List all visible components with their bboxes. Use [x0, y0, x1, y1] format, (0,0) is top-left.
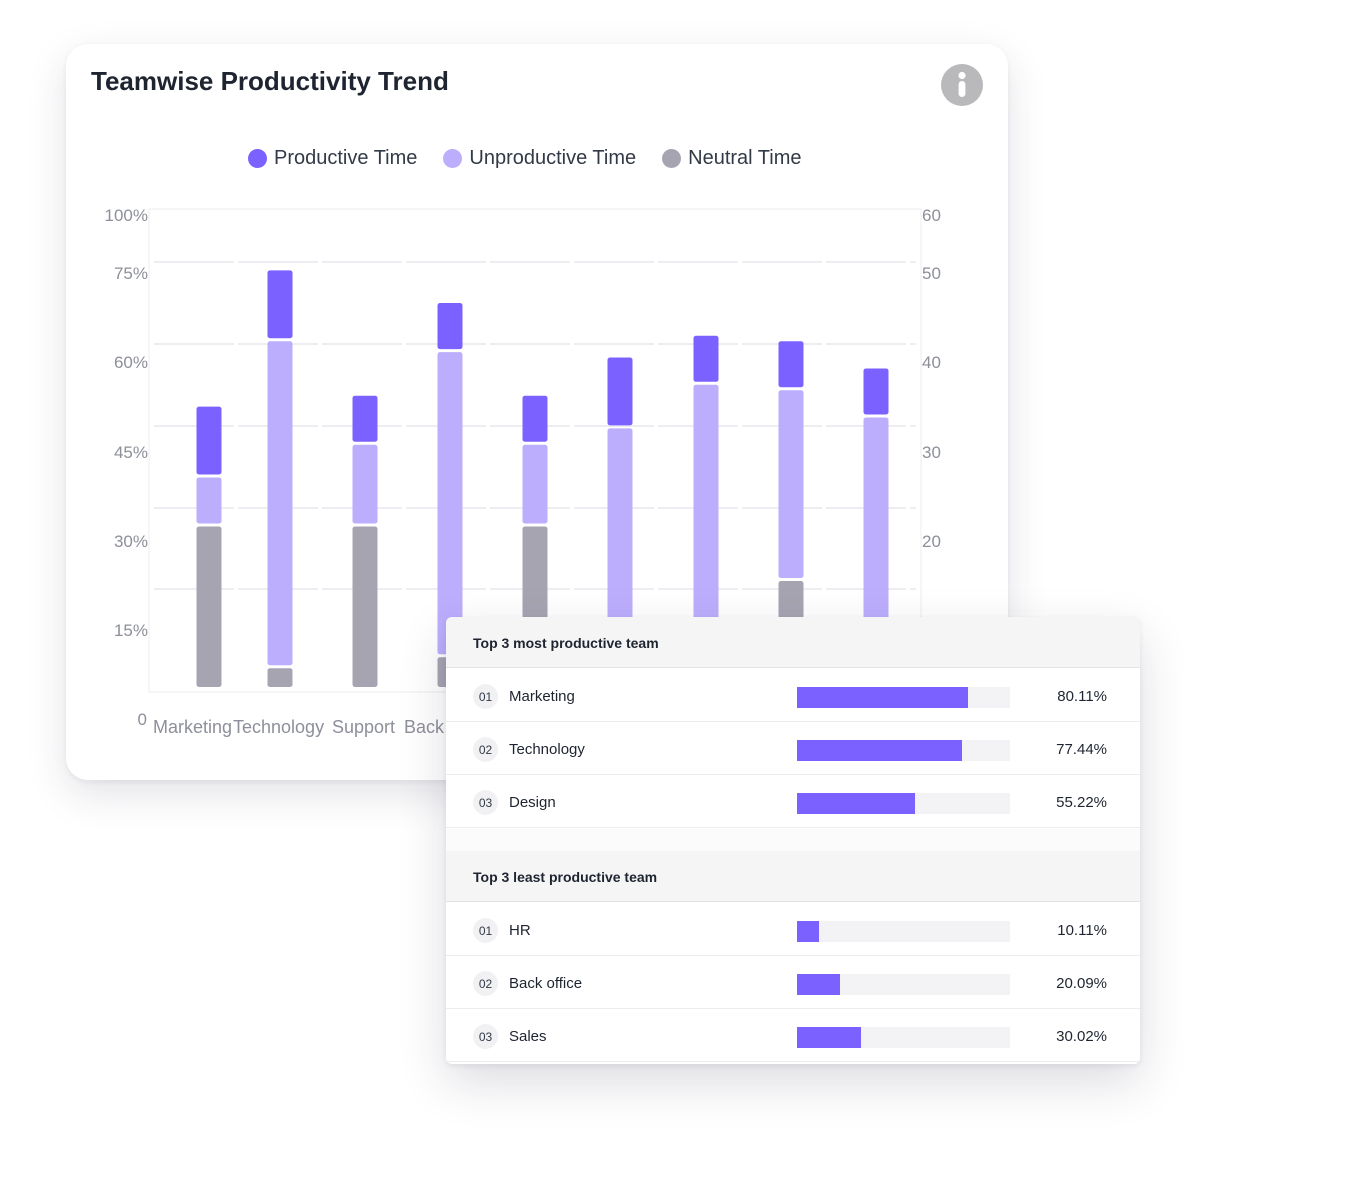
- team-row[interactable]: 01 Marketing 80.11%: [446, 669, 1140, 722]
- chart-legend: Productive Time Unproductive Time Neutra…: [248, 146, 802, 170]
- team-row[interactable]: 02 Back office 20.09%: [446, 956, 1140, 1009]
- team-row[interactable]: 03 Sales 30.02%: [446, 1009, 1140, 1062]
- y-axis-left-tick: 75%: [114, 264, 148, 283]
- team-percentage: 20.09%: [1056, 975, 1107, 992]
- x-axis-label: Support: [332, 717, 395, 737]
- x-axis-label: Technology: [233, 717, 324, 737]
- rank-badge: 01: [473, 918, 498, 943]
- y-axis-left-tick: 100%: [105, 206, 148, 225]
- team-name: Sales: [509, 1028, 547, 1045]
- team-row[interactable]: 03 Design 55.22%: [446, 775, 1140, 828]
- legend-label: Neutral Time: [688, 146, 802, 169]
- bar-productive-time: [437, 303, 463, 350]
- rank-badge: 02: [473, 737, 498, 762]
- progress-track: [797, 921, 1010, 942]
- progress-fill: [797, 974, 840, 995]
- legend-label: Productive Time: [274, 146, 418, 169]
- progress-fill: [797, 921, 819, 942]
- legend-item-unproductive[interactable]: Unproductive Time: [443, 147, 636, 170]
- x-axis-label: Back: [404, 717, 445, 737]
- bar-productive-time: [693, 335, 719, 382]
- bar-neutral-time: [196, 526, 222, 687]
- team-productivity-card: Top 3 most productive team 01 Marketing 80…: [446, 617, 1140, 1064]
- team-row[interactable]: 02 Technology 77.44%: [446, 722, 1140, 775]
- y-axis-right-tick: 30: [922, 443, 941, 462]
- y-axis-left-tick: 15%: [114, 621, 148, 640]
- progress-fill: [797, 1027, 861, 1048]
- progress-track: [797, 1027, 1010, 1048]
- team-name: Design: [509, 794, 556, 811]
- progress-track: [797, 974, 1010, 995]
- section-divider: [446, 829, 1140, 851]
- rank-badge: 02: [473, 971, 498, 996]
- team-percentage: 77.44%: [1056, 741, 1107, 758]
- y-axis-right-tick: 40: [922, 353, 941, 372]
- bar-unproductive-time: [437, 352, 463, 655]
- progress-fill: [797, 740, 962, 761]
- legend-dot-unproductive: [443, 148, 463, 168]
- legend-item-productive[interactable]: Productive Time: [248, 147, 417, 170]
- bar-neutral-time: [267, 668, 293, 687]
- y-axis-left-tick: 0: [138, 710, 147, 729]
- team-row[interactable]: 01 HR 10.11%: [446, 903, 1140, 956]
- least-productive-header: Top 3 least productive team: [446, 851, 1140, 902]
- team-percentage: 30.02%: [1056, 1028, 1107, 1045]
- bar-productive-time: [267, 270, 293, 339]
- y-axis-left-tick: 60%: [114, 353, 148, 372]
- progress-track: [797, 793, 1010, 814]
- chart-title: Teamwise Productivity Trend: [91, 66, 449, 96]
- bar-productive-time: [607, 357, 633, 426]
- bar-productive-time: [352, 395, 378, 442]
- bar-unproductive-time: [522, 444, 548, 524]
- team-name: HR: [509, 922, 531, 939]
- bar-productive-time: [522, 395, 548, 442]
- progress-fill: [797, 687, 968, 708]
- team-name: Back office: [509, 975, 583, 992]
- bar-unproductive-time: [778, 390, 804, 578]
- bar-productive-time: [863, 368, 889, 415]
- progress-fill: [797, 793, 915, 814]
- bar-unproductive-time: [196, 477, 222, 524]
- rank-badge: 01: [473, 684, 498, 709]
- bar-neutral-time: [352, 526, 378, 687]
- info-icon[interactable]: [941, 64, 983, 106]
- y-axis-right-tick: 20: [922, 532, 941, 551]
- bar-unproductive-time: [693, 384, 719, 687]
- progress-track: [797, 687, 1010, 708]
- bar-unproductive-time: [267, 341, 293, 666]
- team-name: Marketing: [509, 688, 575, 705]
- team-name: Technology: [509, 741, 585, 758]
- bar-unproductive-time: [352, 444, 378, 524]
- y-axis-right-tick: 60: [922, 206, 941, 225]
- team-percentage: 55.22%: [1056, 794, 1107, 811]
- most-productive-header: Top 3 most productive team: [446, 617, 1140, 668]
- legend-label: Unproductive Time: [469, 146, 637, 169]
- x-axis-label: Marketing: [153, 717, 232, 737]
- bar-productive-time: [778, 341, 804, 388]
- team-percentage: 80.11%: [1057, 688, 1107, 705]
- rank-badge: 03: [473, 790, 498, 815]
- rank-badge: 03: [473, 1024, 498, 1049]
- legend-dot-productive: [248, 148, 267, 168]
- legend-item-neutral[interactable]: Neutral Time: [662, 146, 802, 170]
- progress-track: [797, 740, 1010, 761]
- y-axis-left-tick: 30%: [114, 532, 148, 551]
- y-axis-right-tick: 50: [922, 264, 941, 283]
- team-percentage: 10.11%: [1057, 922, 1107, 939]
- legend-dot-neutral: [662, 148, 682, 168]
- y-axis-left-tick: 45%: [114, 443, 148, 462]
- bar-productive-time: [196, 406, 222, 475]
